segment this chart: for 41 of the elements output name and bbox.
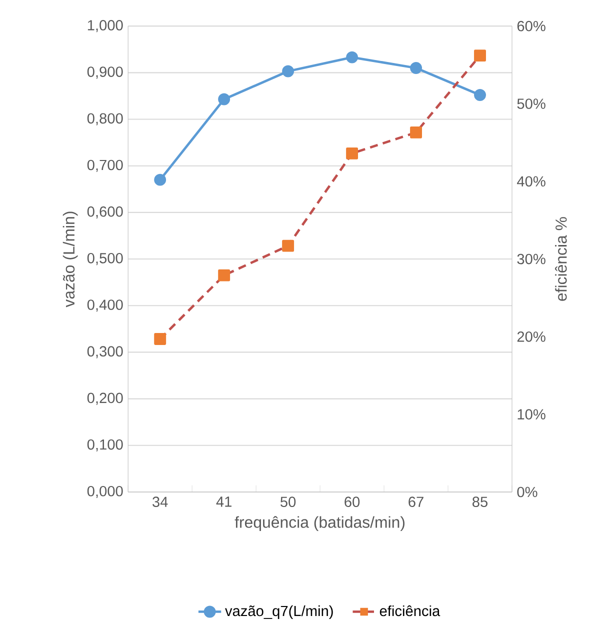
x-tick-label: 41: [216, 496, 232, 507]
x-axis-title: frequência (batidas/min): [234, 516, 405, 532]
point: [474, 89, 486, 102]
y2-axis-title: eficiência %: [555, 217, 567, 301]
y-tick-label: 0,700: [87, 160, 123, 172]
x-tick-label: 67: [408, 496, 424, 508]
x-tick-label: 85: [472, 496, 488, 508]
y-tick-label: 0,300: [87, 346, 123, 358]
y-tick-label: 0,000: [87, 486, 123, 498]
y-tick-label: 0,100: [87, 439, 123, 452]
y-tick-label: 0,900: [87, 66, 123, 79]
y-tick-label: 0,200: [87, 392, 123, 405]
point: [410, 62, 422, 74]
x-tick-label: 34: [152, 496, 168, 508]
point: [282, 240, 294, 252]
y2-tick-label: 30%: [517, 254, 546, 264]
y2-tick-label: 50%: [517, 98, 546, 109]
point: [218, 269, 230, 282]
y2-tick-label: 20%: [517, 332, 546, 342]
y-tick-label: 0,600: [87, 206, 123, 218]
point: [154, 333, 166, 345]
x-tick-label: 60: [344, 496, 360, 508]
point: [346, 51, 358, 64]
y2-tick-label: 40%: [517, 176, 546, 187]
y-tick-label: 0,800: [87, 113, 123, 126]
legend-label: eficiência: [380, 605, 440, 616]
y2-tick-label: 60%: [518, 20, 546, 32]
x-tick-label: 50: [280, 496, 296, 508]
legend-label: vazão_q7(L/min): [225, 605, 333, 620]
y-tick-label: 0,400: [87, 300, 123, 312]
point: [346, 147, 358, 160]
point: [282, 65, 294, 78]
y-tick-label: 0,500: [87, 253, 123, 266]
point: [474, 50, 486, 62]
y2-tick-label: 0%: [517, 486, 538, 498]
point: [154, 174, 166, 186]
y2-tick-label: 10%: [518, 409, 546, 420]
y-tick-label: 1,000: [88, 20, 123, 32]
y-axis-title: vazão (L/min): [62, 212, 78, 308]
point: [410, 126, 422, 138]
point: [218, 93, 230, 106]
